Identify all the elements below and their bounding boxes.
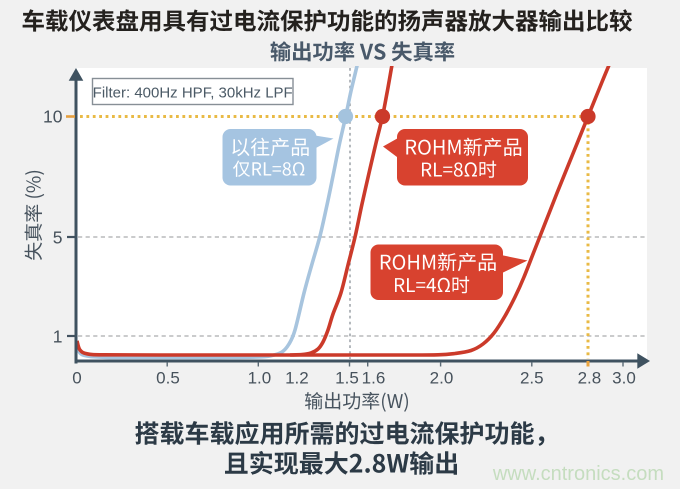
svg-text:www.cntronics.com: www.cntronics.com <box>492 463 664 485</box>
svg-text:0: 0 <box>72 369 81 388</box>
svg-text:3.0: 3.0 <box>612 369 636 388</box>
svg-text:2.5: 2.5 <box>520 369 544 388</box>
svg-text:Filter: 400Hz HPF, 30kHz LPF: Filter: 400Hz HPF, 30kHz LPF <box>93 85 293 102</box>
svg-text:10: 10 <box>43 107 63 127</box>
svg-text:1.0: 1.0 <box>248 369 272 388</box>
svg-text:1.6: 1.6 <box>362 369 386 388</box>
svg-text:1: 1 <box>53 327 63 347</box>
svg-text:2.8: 2.8 <box>578 369 602 388</box>
svg-text:0.5: 0.5 <box>156 369 180 388</box>
svg-text:1.2: 1.2 <box>285 369 309 388</box>
svg-text:5: 5 <box>53 228 63 248</box>
svg-text:1.5: 1.5 <box>335 369 359 388</box>
svg-text:2.0: 2.0 <box>430 369 454 388</box>
